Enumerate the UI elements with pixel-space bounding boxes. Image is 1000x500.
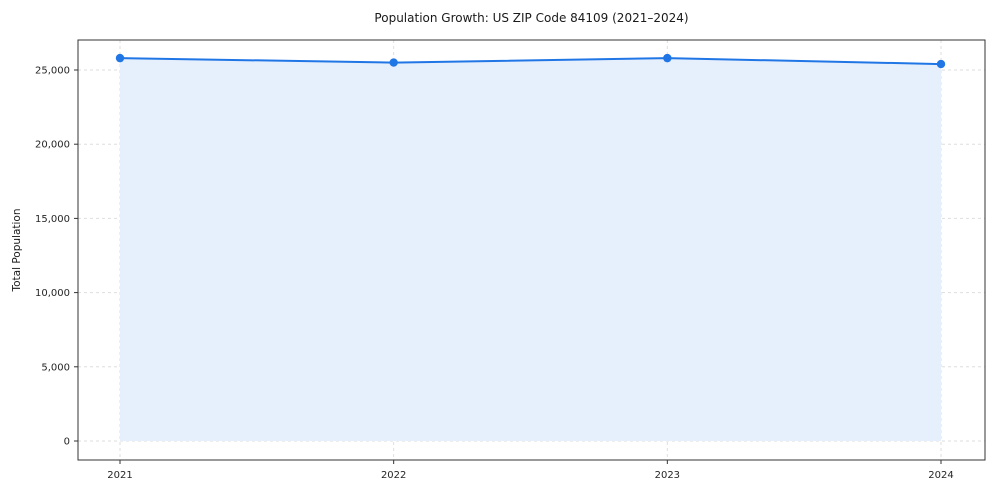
series-line — [119, 57, 942, 66]
y-axis-label: Total Population — [11, 208, 23, 292]
x-tick-label: 2022 — [381, 470, 406, 481]
area-fill — [120, 58, 941, 442]
y-tick-label: 5,000 — [41, 362, 70, 373]
y-tick-label: 20,000 — [35, 140, 70, 151]
plot-border — [77, 39, 986, 461]
y-tick-label: 0 — [64, 437, 70, 448]
y-tick-label: 10,000 — [35, 288, 70, 299]
data-point — [389, 58, 398, 67]
x-tick-label: 2023 — [655, 470, 680, 481]
y-tick-label: 15,000 — [35, 214, 70, 225]
data-point — [115, 53, 125, 63]
y-tick-label: 25,000 — [35, 66, 70, 77]
x-tick-label: 2024 — [928, 470, 953, 481]
x-tick-label: 2021 — [107, 470, 132, 481]
data-point — [936, 59, 946, 69]
data-point — [663, 53, 672, 63]
chart-title: Population Growth: US ZIP Code 84109 (20… — [374, 11, 689, 25]
